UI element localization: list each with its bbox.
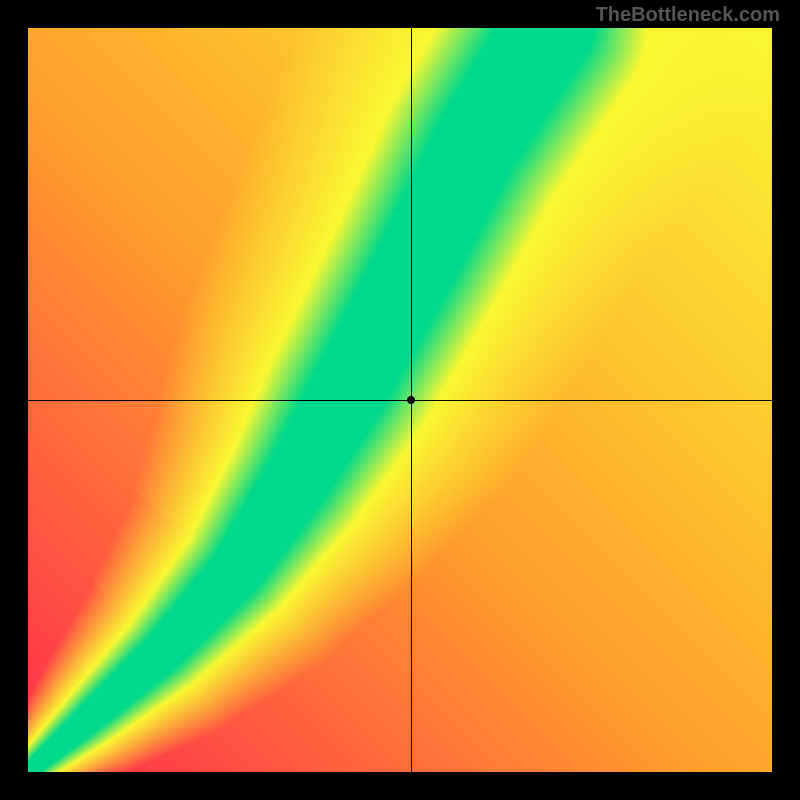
crosshair-marker-dot [407,396,415,404]
watermark-text: TheBottleneck.com [596,4,780,27]
plot-area [28,28,772,772]
crosshair-horizontal [28,400,772,401]
